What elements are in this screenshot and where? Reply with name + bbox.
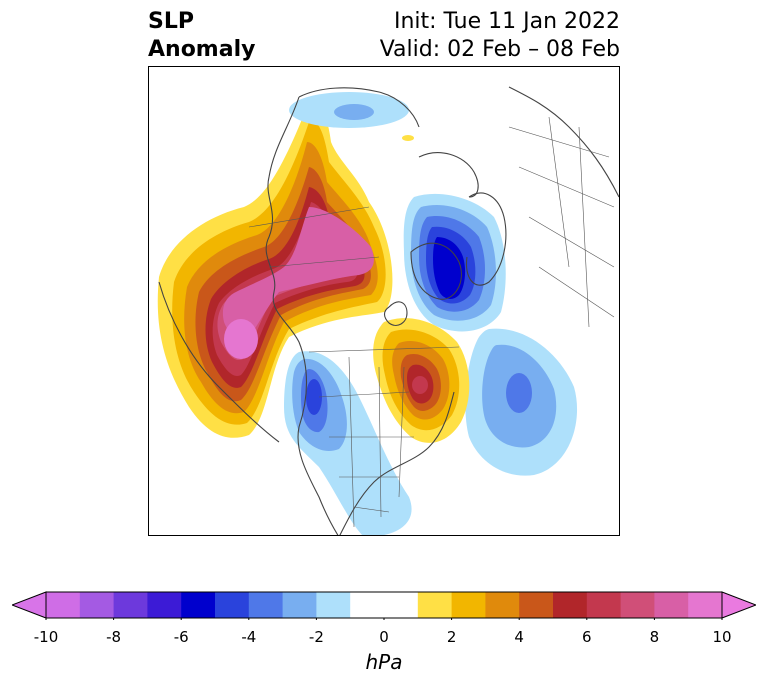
colorbar-bin bbox=[79, 592, 115, 618]
colorbar-bin bbox=[282, 592, 317, 618]
colorbar-bin bbox=[113, 592, 148, 618]
init-date: Init: Tue 11 Jan 2022 bbox=[393, 9, 620, 34]
colorbar-bin bbox=[384, 592, 419, 618]
colorbar-unit: hPa bbox=[365, 650, 403, 674]
colorbar-tick-label: 2 bbox=[446, 628, 457, 646]
colorbar-bin bbox=[147, 592, 182, 618]
colorbar-bin bbox=[417, 592, 453, 618]
map-title: SLP Anomaly bbox=[148, 8, 255, 64]
colorbar-extend-low bbox=[12, 591, 47, 619]
colorbar-tick-label: -10 bbox=[33, 628, 59, 646]
title-field: Anomaly bbox=[148, 37, 256, 62]
colorbar-bin bbox=[215, 592, 250, 618]
coastlines bbox=[158, 86, 619, 535]
map-dates: Init: Tue 11 Jan 2022 Valid: 02 Feb – 08… bbox=[380, 8, 620, 64]
negative-anomaly-arctic bbox=[289, 92, 506, 332]
valid-range: Valid: 02 Feb – 08 Feb bbox=[379, 37, 620, 62]
colorbar-tick-label: 4 bbox=[514, 628, 524, 646]
colorbar-bin bbox=[688, 592, 723, 618]
colorbar-bin bbox=[181, 592, 216, 618]
colorbar-tick-label: -4 bbox=[241, 628, 257, 646]
title-variable: SLP bbox=[148, 9, 194, 34]
colorbar-bin bbox=[485, 592, 520, 618]
colorbar-bin bbox=[451, 592, 486, 618]
colorbar-bin bbox=[620, 592, 655, 618]
colorbar-bin bbox=[248, 592, 284, 618]
colorbar-tick-label: 6 bbox=[582, 628, 592, 646]
colorbar-extend-high bbox=[721, 591, 756, 619]
positive-anomaly-north-pacific bbox=[157, 101, 393, 438]
colorbar-bin bbox=[46, 592, 81, 618]
colorbar-bin bbox=[350, 592, 385, 618]
colorbar-tick-label: 8 bbox=[649, 628, 660, 646]
colorbar-tick-label: 10 bbox=[712, 628, 732, 646]
colorbar-bin bbox=[553, 592, 588, 618]
borders bbox=[248, 116, 615, 528]
colorbar-bin bbox=[654, 592, 689, 618]
positive-anomaly-east-canada bbox=[373, 318, 470, 443]
anomaly-map-svg bbox=[157, 86, 619, 535]
colorbar-bin bbox=[316, 592, 351, 618]
colorbar-tick-label: 0 bbox=[379, 628, 389, 646]
colorbar-tick-label: -8 bbox=[106, 628, 122, 646]
anomaly-map bbox=[148, 66, 620, 536]
colorbar-bin bbox=[586, 592, 622, 618]
negative-anomaly-atlantic bbox=[465, 328, 578, 476]
colorbar-tick-label: -6 bbox=[173, 628, 189, 646]
negative-anomaly-west-us bbox=[284, 351, 412, 535]
colorbar-tick-label: -2 bbox=[308, 628, 324, 646]
colorbar bbox=[12, 591, 756, 620]
colorbar-bin bbox=[519, 592, 554, 618]
positive-anomaly-small bbox=[402, 135, 414, 141]
